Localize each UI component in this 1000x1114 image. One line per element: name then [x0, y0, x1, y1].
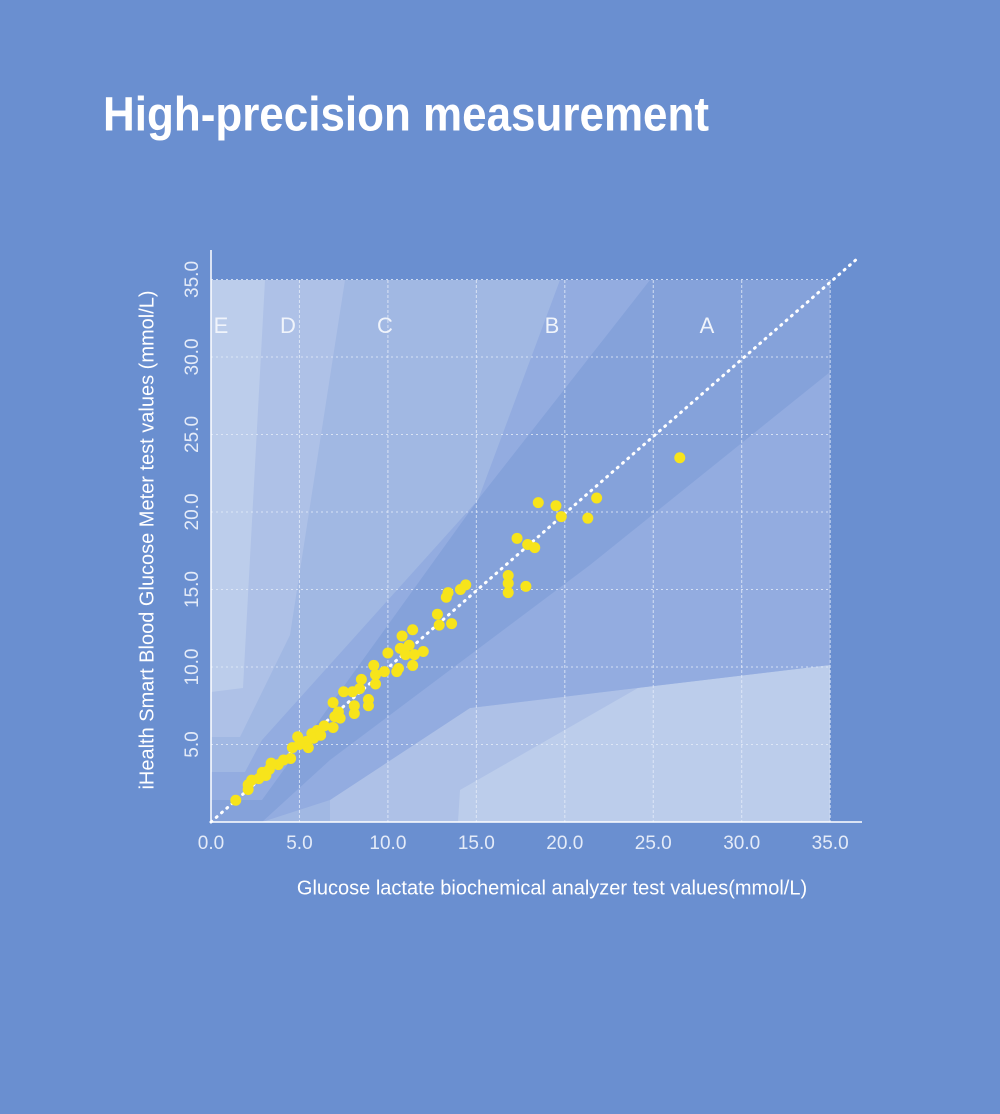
- y-tick-label: 35.0: [182, 261, 203, 298]
- points: [230, 452, 686, 806]
- y-tick-label: 5.0: [182, 731, 203, 757]
- point: [502, 587, 514, 599]
- point: [502, 577, 514, 589]
- point: [529, 542, 541, 554]
- x-tick-label: 15.0: [458, 833, 495, 854]
- point: [362, 700, 374, 712]
- point: [370, 669, 382, 681]
- zone-label: D: [280, 313, 296, 338]
- identity-line: [209, 256, 860, 824]
- x-tick-label: 0.0: [198, 833, 224, 854]
- point: [230, 794, 242, 806]
- point: [368, 659, 380, 671]
- point: [355, 673, 367, 685]
- y-tick-label: 15.0: [182, 571, 203, 608]
- x-tick-label: 30.0: [723, 833, 760, 854]
- point: [292, 731, 304, 743]
- y-tick-label: 10.0: [182, 648, 203, 685]
- y-tick-label: 25.0: [182, 416, 203, 453]
- x-tick-label: 10.0: [369, 833, 406, 854]
- point: [446, 618, 458, 630]
- x-tick-label: 20.0: [546, 833, 583, 854]
- point: [396, 630, 408, 642]
- point: [407, 659, 419, 671]
- point: [403, 639, 415, 651]
- point: [348, 700, 360, 712]
- zone-label: B: [545, 313, 560, 338]
- point: [378, 666, 390, 678]
- point: [315, 729, 327, 741]
- point: [286, 742, 298, 754]
- zone-label: C: [377, 313, 393, 338]
- point: [582, 512, 594, 524]
- point: [260, 769, 272, 781]
- point: [302, 742, 314, 754]
- point: [354, 683, 366, 695]
- x-tick-label: 35.0: [812, 833, 849, 854]
- point: [555, 511, 567, 523]
- point: [591, 492, 603, 504]
- chart-title: High-precision measurement: [103, 89, 709, 142]
- point: [417, 645, 429, 657]
- point: [400, 649, 412, 661]
- x-tick-label: 5.0: [286, 833, 312, 854]
- point: [370, 678, 382, 690]
- point: [242, 783, 254, 795]
- point: [532, 497, 544, 509]
- zone-label: E: [214, 313, 229, 338]
- point: [454, 583, 466, 595]
- point: [407, 624, 419, 636]
- point: [327, 697, 339, 709]
- point: [348, 707, 360, 719]
- point: [431, 608, 443, 620]
- point: [393, 663, 405, 675]
- point: [327, 721, 339, 733]
- point: [382, 647, 394, 659]
- y-tick-label: 30.0: [182, 338, 203, 375]
- point: [674, 452, 686, 464]
- y-axis-title: iHealth Smart Blood Glucose Meter test v…: [136, 290, 158, 789]
- point: [334, 712, 346, 724]
- point: [338, 686, 350, 698]
- zone-label: A: [700, 313, 715, 338]
- point: [520, 580, 532, 592]
- point: [440, 591, 452, 603]
- x-axis-title: Glucose lactate biochemical analyzer tes…: [297, 877, 807, 899]
- x-tick-label: 25.0: [635, 833, 672, 854]
- point: [502, 570, 514, 582]
- y-tick-label: 20.0: [182, 493, 203, 530]
- ticks: 0.0 5.0 10.0 15.0 20.0 25.0 30.0 35.0 5.0 10.0 15.…: [182, 261, 849, 854]
- point: [433, 619, 445, 631]
- point: [550, 500, 562, 512]
- point: [511, 532, 523, 544]
- point: [408, 649, 420, 661]
